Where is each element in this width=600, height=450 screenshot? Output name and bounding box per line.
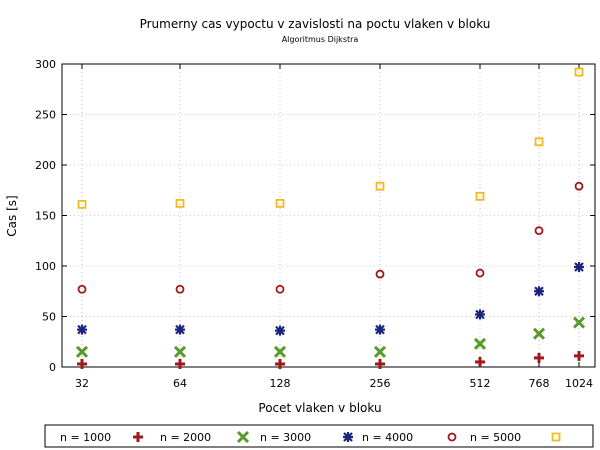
- data-point-series-2-b: [273, 345, 287, 358]
- data-point-series-2: [532, 327, 546, 340]
- data-point-series-3: [77, 324, 87, 335]
- data-point-series-3: [375, 324, 385, 335]
- data-point-series-2: [473, 337, 487, 350]
- x-tick-label: 32: [75, 377, 89, 390]
- y-tick-label: 250: [35, 109, 56, 122]
- legend-marker: [133, 432, 143, 442]
- y-tick-label: 0: [49, 361, 56, 374]
- chart-title: Prumerny cas vypoctu v zavislosti na poc…: [140, 17, 491, 31]
- data-point-series-4: [475, 268, 485, 278]
- legend-label: n = 5000: [470, 431, 521, 444]
- data-point-series-5: [574, 67, 584, 77]
- data-point-series-3: [175, 324, 185, 335]
- data-point-series-5: [77, 199, 87, 209]
- data-point-series-3: [574, 262, 584, 273]
- data-point-series-5: [375, 181, 385, 191]
- data-point-series-2-b: [473, 337, 487, 350]
- data-point-series-1: [275, 358, 285, 369]
- plot-frame: [61, 63, 596, 368]
- data-point-series-1: [534, 352, 544, 363]
- data-point-series-2-b: [75, 345, 89, 358]
- data-point-series-2-b: [173, 345, 187, 358]
- data-point-series-2: [572, 316, 586, 329]
- data-points: [75, 67, 586, 369]
- y-tick-label: 200: [35, 159, 56, 172]
- legend-marker: [236, 430, 250, 444]
- data-point-series-2-b: [373, 345, 387, 358]
- data-point-series-2: [373, 345, 387, 358]
- data-point-series-3: [534, 286, 544, 297]
- data-point-series-3: [275, 325, 285, 336]
- data-point-series-4: [534, 226, 544, 236]
- data-point-series-5: [534, 137, 544, 147]
- x-tick-label: 768: [529, 377, 550, 390]
- data-point-series-1: [475, 356, 485, 367]
- x-tick-label: 128: [270, 377, 291, 390]
- data-point-series-4: [574, 181, 584, 191]
- data-point-series-1: [175, 358, 185, 369]
- grid: [62, 64, 595, 367]
- y-tick-label: 150: [35, 210, 56, 223]
- data-point-series-3: [475, 309, 485, 320]
- data-point-series-4: [175, 284, 185, 294]
- x-tick-label: 1024: [565, 377, 593, 390]
- legend-label: n = 3000: [260, 431, 311, 444]
- data-point-series-2: [75, 345, 89, 358]
- data-point-series-5: [275, 198, 285, 208]
- chart-subtitle: Algoritmus Dijkstra: [282, 35, 359, 44]
- data-point-series-5: [475, 191, 485, 201]
- legend-marker: [343, 432, 353, 442]
- data-point-series-2: [273, 345, 287, 358]
- data-point-series-4: [275, 284, 285, 294]
- data-point-series-5: [175, 198, 185, 208]
- x-tick-label: 256: [370, 377, 391, 390]
- legend-label: n = 4000: [362, 431, 413, 444]
- y-tick-label: 100: [35, 260, 56, 273]
- legend-marker-b: [236, 430, 250, 444]
- data-point-series-1: [574, 350, 584, 361]
- x-axis: 32 64 128 256 512 768 1024: [75, 64, 593, 390]
- data-point-series-2: [173, 345, 187, 358]
- legend-marker: [447, 432, 457, 442]
- y-tick-label: 300: [35, 58, 56, 71]
- legend-label: n = 2000: [160, 431, 211, 444]
- data-point-series-2-b: [532, 327, 546, 340]
- y-axis: 0 50 100 150 200 250 300: [35, 58, 595, 374]
- data-point-series-4: [375, 269, 385, 279]
- data-point-series-1: [77, 358, 87, 369]
- legend: n = 1000 n = 2000 n = 3000 n = 4000 n = 5000: [60, 430, 561, 444]
- x-tick-label: 512: [470, 377, 491, 390]
- legend-label: n = 1000: [60, 431, 111, 444]
- x-tick-label: 64: [173, 377, 187, 390]
- legend-box: [44, 424, 594, 448]
- y-tick-label: 50: [42, 311, 56, 324]
- data-point-series-2-b: [572, 316, 586, 329]
- data-point-series-4: [77, 284, 87, 294]
- x-axis-label: Pocet vlaken v bloku: [258, 401, 381, 415]
- legend-marker: [551, 432, 561, 442]
- data-point-series-1: [375, 358, 385, 369]
- y-axis-label: Cas [s]: [5, 195, 19, 236]
